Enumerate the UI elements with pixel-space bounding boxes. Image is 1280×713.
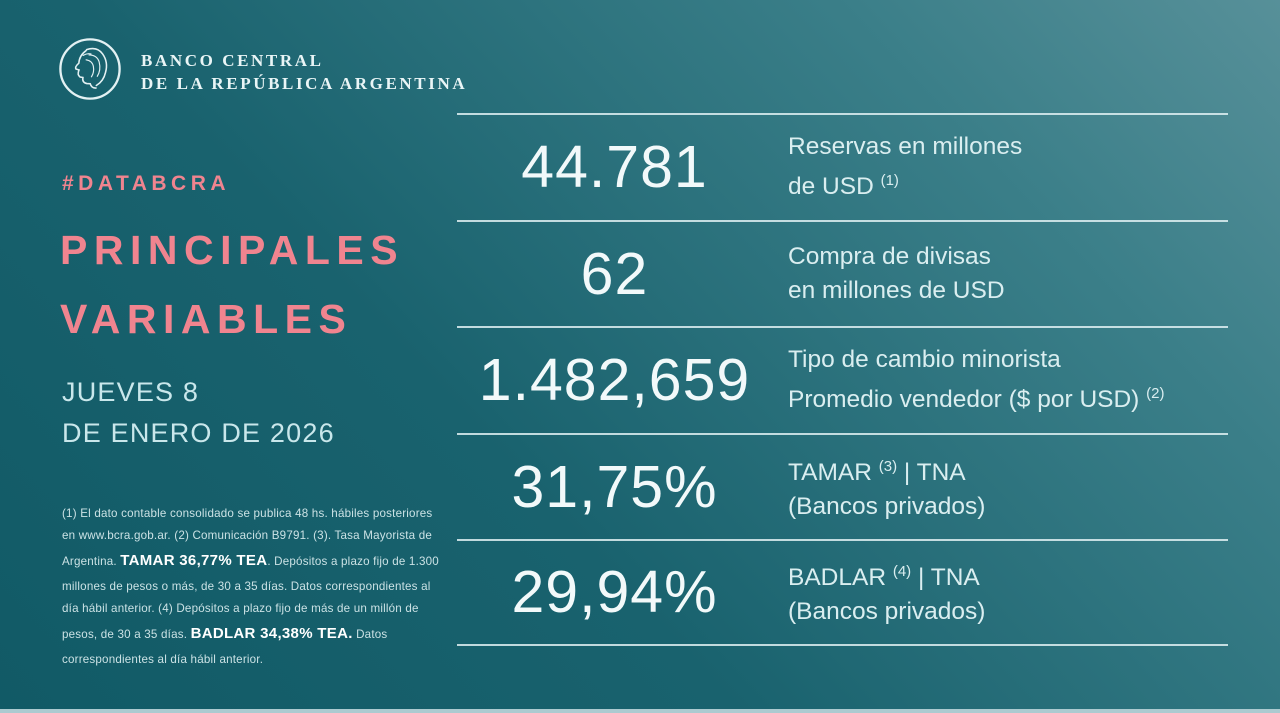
report-date: JUEVES 8 DE ENERO DE 2026 <box>62 372 335 454</box>
bcra-logo-icon <box>57 36 123 107</box>
label-line1: TAMAR <box>788 458 879 486</box>
label-line1-after: | TNA <box>911 564 980 592</box>
footnote-ref: (4) <box>892 563 912 581</box>
label-line1: Compra de divisas <box>788 242 991 270</box>
label-line2: en millones de USD <box>788 276 1005 304</box>
footnote-seg1: (1) El dato contable consolidado se publ… <box>62 506 433 569</box>
footnote-ref: (1) <box>880 172 899 190</box>
footnote-tamar-rate: TAMAR 36,77% TEA <box>120 552 268 570</box>
footnote-seg2: . Depósitos a plazo fijo de 1.300 millon… <box>62 555 439 642</box>
footnote-badlar-rate: BADLAR 34,38% TEA. <box>190 625 353 643</box>
report-date-line1: JUEVES 8 <box>62 377 200 407</box>
bank-name-line1: BANCO CENTRAL <box>141 50 324 70</box>
label-line1: Reservas en millones <box>788 133 1023 161</box>
label-line1: Tipo de cambio minorista <box>788 346 1061 374</box>
indicator-row-tamar: 31,75% TAMAR (3) | TNA (Bancos privados) <box>457 432 1228 540</box>
label-line1: BADLAR <box>788 564 893 592</box>
page-title: PRINCIPALES VARIABLES <box>60 216 404 354</box>
indicator-value: 31,75% <box>511 453 718 520</box>
bottom-accent-strip <box>0 709 1280 713</box>
indicator-value: 44.781 <box>521 134 708 201</box>
indicator-value: 62 <box>580 240 649 307</box>
indicator-value: 29,94% <box>511 559 718 626</box>
label-line1-after: | TNA <box>897 458 966 486</box>
bank-name-line2: DE LA REPÚBLICA ARGENTINA <box>141 73 468 93</box>
indicator-row-tipo-cambio: 1.482,659 Tipo de cambio minorista Prome… <box>457 326 1228 433</box>
page-title-line2: VARIABLES <box>60 296 353 342</box>
label-line2: de USD <box>788 173 881 201</box>
bank-name: BANCO CENTRAL DE LA REPÚBLICA ARGENTINA <box>141 49 467 95</box>
footnotes: (1) El dato contable consolidado se publ… <box>62 503 446 672</box>
indicator-label: Reservas en millones de USD (1) <box>788 130 1022 204</box>
indicator-row-compra-divisas: 62 Compra de divisas en millones de USD <box>457 219 1228 327</box>
page-title-line1: PRINCIPALES <box>60 227 405 273</box>
indicator-row-badlar: 29,94% BADLAR (4) | TNA (Bancos privados… <box>457 539 1228 646</box>
indicators-panel: 44.781 Reservas en millones de USD (1) 6… <box>457 113 1228 646</box>
indicator-row-reservas: 44.781 Reservas en millones de USD (1) <box>457 113 1228 220</box>
indicator-value: 1.482,659 <box>478 347 751 414</box>
footnote-ref: (3) <box>878 457 898 475</box>
hashtag-databcra: #DATABCRA <box>62 172 231 195</box>
label-line2: (Bancos privados) <box>788 598 986 626</box>
indicator-label: Compra de divisas en millones de USD <box>788 240 1005 308</box>
footnote-seg3: Datos correspondientes al día hábil ante… <box>62 628 388 667</box>
label-line2: Promedio vendedor ($ por USD) <box>788 386 1147 414</box>
brand-header: BANCO CENTRAL DE LA REPÚBLICA ARGENTINA <box>57 36 467 107</box>
footnote-ref: (2) <box>1146 385 1165 403</box>
label-line2: (Bancos privados) <box>788 492 986 520</box>
report-date-line2: DE ENERO DE 2026 <box>62 418 335 448</box>
indicator-label: Tipo de cambio minorista Promedio vended… <box>788 343 1164 417</box>
indicator-label: BADLAR (4) | TNA (Bancos privados) <box>788 555 985 629</box>
indicator-label: TAMAR (3) | TNA (Bancos privados) <box>788 450 985 524</box>
